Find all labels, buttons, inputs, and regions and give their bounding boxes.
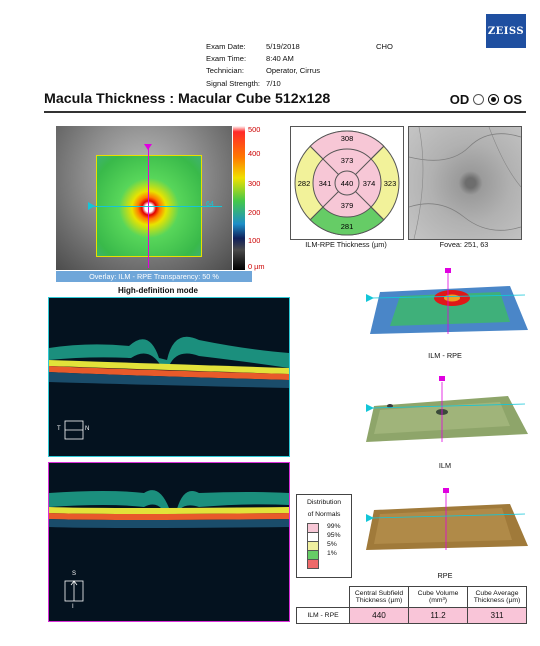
summary-value-average: 311 [467, 607, 527, 624]
etdrs-ii: 379 [341, 201, 354, 210]
vertical-scan-line[interactable] [148, 148, 149, 268]
exam-time-label: Exam Time: [206, 54, 247, 64]
report-title-bar: Macula Thickness : Macular Cube 512x128 … [44, 91, 526, 113]
etdrs-caption: ILM-RPE Thickness (µm) [305, 240, 387, 249]
etdrs-ti: 341 [319, 179, 332, 188]
od-radio[interactable] [473, 94, 485, 105]
orientation-s: S [72, 571, 77, 577]
horizontal-scan-line[interactable] [92, 206, 222, 207]
os-radio[interactable] [488, 94, 500, 105]
summary-value-central: 440 [349, 607, 409, 624]
vertical-pointer-icon[interactable] [144, 144, 152, 150]
view-rpe[interactable] [360, 488, 530, 560]
etdrs-so: 308 [341, 134, 354, 143]
od-label: OD [449, 92, 470, 107]
orientation-marker-si: S I [61, 571, 89, 613]
thickness-map[interactable]: 64 [56, 126, 232, 270]
scan-coordinate: 64 [206, 201, 214, 208]
fundus-vessels [408, 126, 522, 240]
view-ilm-svg [366, 376, 528, 442]
os-label: OS [503, 92, 522, 107]
scale-label-500: 500 [248, 125, 261, 134]
scale-label-0: 0 µm [248, 262, 265, 271]
legend-title-2: of Normals [307, 511, 341, 518]
legend-label-99: 99% [327, 523, 341, 530]
scale-label-300: 300 [248, 179, 261, 188]
orientation-t: T [57, 426, 61, 432]
etdrs-si: 373 [341, 156, 354, 165]
summary-row-label: ILM - RPE [296, 607, 350, 624]
view-ilm-rpe-svg [366, 268, 528, 334]
fundus-image [408, 126, 522, 240]
orientation-marker-tn: T N [57, 418, 90, 444]
view-ilm-rpe-caption: ILM - RPE [428, 351, 462, 360]
summary-corner [296, 586, 350, 608]
exam-info: Exam Date: 5/19/2018 CHO Exam Time: 8:40 AM… [206, 41, 416, 90]
signal-strength-label: Signal Strength: [206, 78, 261, 88]
technician-value: Operator, Cirrus [266, 66, 321, 76]
legend-label-95: 95% [327, 532, 341, 539]
legend-label-5: 5% [327, 541, 337, 548]
hd-mode-title: High-definition mode [118, 286, 198, 295]
scale-label-400: 400 [248, 149, 261, 158]
scale-label-200: 200 [248, 208, 261, 217]
legend-title-1: Distribution [307, 499, 341, 506]
summary-header-volume: Cube Volume (mm³) [408, 586, 468, 608]
orientation-n: N [85, 426, 90, 432]
summary-value-volume: 11.2 [408, 607, 468, 624]
etdrs-io: 281 [341, 222, 354, 231]
normals-legend: Distribution of Normals 99% 95% 5% 1% [296, 494, 352, 578]
orientation-tn-icon [64, 420, 84, 440]
oct-scan-horizontal[interactable]: T N [48, 297, 290, 457]
etdrs-no: 323 [384, 179, 397, 188]
exam-date-label: Exam Date: [206, 42, 246, 51]
oct-scan-vertical[interactable]: S I [48, 462, 290, 622]
orientation-si-icon [64, 580, 84, 602]
legend-label-1: 1% [327, 550, 337, 557]
view-ilm[interactable] [360, 376, 530, 448]
view-ilm-rpe[interactable] [360, 268, 530, 340]
etdrs-center: 440 [341, 179, 354, 188]
view-ilm-caption: ILM [438, 461, 452, 470]
fundus-caption: Fovea: 251, 63 [439, 240, 489, 249]
legend-swatch-0 [307, 559, 319, 569]
etdrs-grid-svg: 308 373 282 341 440 374 323 379 281 [294, 130, 400, 236]
summary-table: Central Subfield Thickness (µm) Cube Vol… [296, 586, 527, 624]
summary-header-average: Cube Average Thickness (µm) [467, 586, 527, 608]
signal-strength-value: 7/10 [266, 78, 281, 88]
report-title: Macula Thickness : Macular Cube 512x128 [44, 91, 331, 107]
oct-scan-vertical-svg [49, 490, 289, 528]
zeiss-logo: ZEISS [486, 14, 526, 48]
orientation-i: I [72, 604, 74, 610]
exam-date-value: 5/19/2018 [266, 42, 300, 51]
scale-label-100: 100 [248, 236, 261, 245]
thickness-color-scale [233, 126, 245, 270]
patient-initials: CHO [376, 42, 393, 51]
summary-header-central: Central Subfield Thickness (µm) [349, 586, 409, 608]
etdrs-to: 282 [298, 179, 311, 188]
etdrs-ni: 374 [363, 179, 376, 188]
technician-label: Technician: [206, 66, 244, 76]
oct-scan-horizontal-svg [49, 336, 289, 388]
eye-selector: OD OS [450, 92, 522, 107]
horizontal-pointer-icon[interactable] [88, 202, 95, 210]
exam-time-value: 8:40 AM [266, 54, 294, 64]
view-rpe-caption: RPE [437, 571, 453, 580]
overlay-caption[interactable]: Overlay: ILM - RPE Transparency: 50 % [56, 271, 252, 282]
view-rpe-svg [366, 488, 528, 550]
etdrs-grid: 308 373 282 341 440 374 323 379 281 [290, 126, 404, 240]
